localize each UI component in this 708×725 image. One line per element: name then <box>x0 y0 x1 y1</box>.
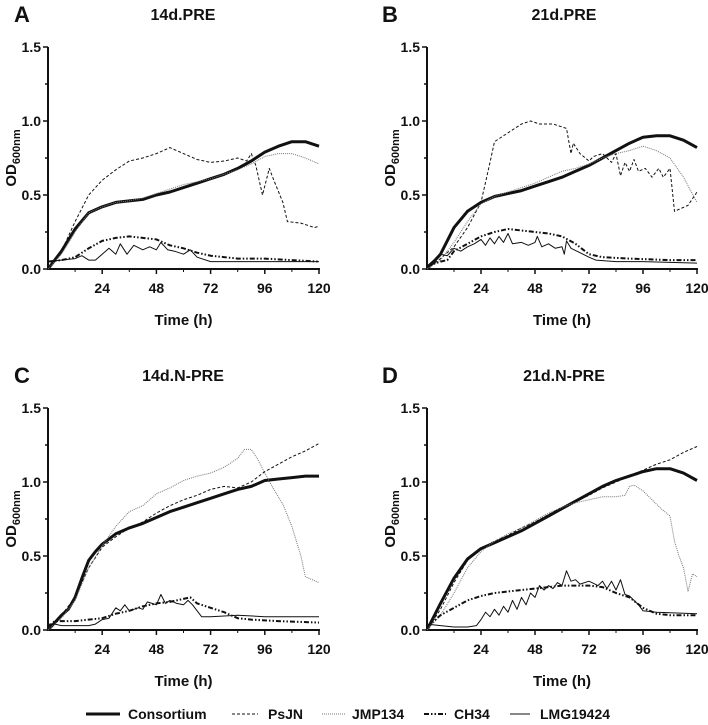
y-tick-label: 0.0 <box>401 622 421 638</box>
x-tick-label: 120 <box>685 641 708 657</box>
legend-label-jmp134: JMP134 <box>352 706 404 722</box>
series-line-consortium <box>46 474 319 632</box>
y-tick-label: 1.5 <box>22 39 42 55</box>
series-line-ch34 <box>47 235 320 263</box>
x-tick-label: 96 <box>257 280 273 296</box>
x-tick-label: 72 <box>581 641 597 657</box>
legend-label-psjn: PsJN <box>268 706 303 722</box>
x-tick-label: 48 <box>149 280 165 296</box>
x-tick-label: 24 <box>473 280 489 296</box>
panel-title: 21d.PRE <box>532 7 597 24</box>
x-axis-label: Time (h) <box>154 673 212 690</box>
series-line-ch34 <box>426 228 697 267</box>
series-line-lmg19424 <box>426 570 698 628</box>
series-line-psjn <box>47 147 320 270</box>
legend-label-ch34: CH34 <box>454 706 490 722</box>
panel-b: B 21d.PRE 0.0 0.5 1.0 1.5 24 48 72 96 120 Time (h) O… <box>382 2 708 329</box>
y-axis-label-subscript: 600nm <box>390 490 402 525</box>
series-line-jmp134 <box>426 145 698 270</box>
x-tick-label: 48 <box>527 280 543 296</box>
legend-label-consortium: Consortium <box>128 706 207 722</box>
y-axis-label-subscript: 600nm <box>11 129 23 164</box>
panel-title: 14d.N-PRE <box>142 368 224 385</box>
panel-c: C 14d.N-PRE 0.0 0.5 1.0 1.5 24 48 72 96 120 Time (h… <box>3 363 331 690</box>
x-tick-label: 96 <box>635 280 651 296</box>
series-line-consortium <box>425 467 698 631</box>
y-axis-label-subscript: 600nm <box>390 129 402 164</box>
y-tick-label: 1.5 <box>401 400 421 416</box>
panel-a: A 14d.PRE 0.0 0.5 1.0 1.5 24 48 72 96 120 Time (h) O… <box>3 2 331 329</box>
y-tick-label: 0.5 <box>22 548 42 564</box>
series-line-jmp134 <box>426 484 698 631</box>
y-tick-label: 1.0 <box>22 474 42 490</box>
panel-letter: D <box>382 363 398 388</box>
series-line-lmg19424 <box>426 233 698 267</box>
x-tick-label: 96 <box>635 641 651 657</box>
series-line-lmg19424 <box>47 241 319 263</box>
y-tick-label: 0.5 <box>22 187 42 203</box>
y-axis-label-main: OD <box>3 164 20 187</box>
y-tick-label: 1.5 <box>401 39 421 55</box>
x-tick-label: 48 <box>527 641 543 657</box>
panel-d: D 21d.N-PRE 0.0 0.5 1.0 1.5 24 48 72 96 120 Time (h… <box>382 363 708 690</box>
x-tick-label: 24 <box>94 641 110 657</box>
series-line-jmp134 <box>47 153 320 270</box>
series-line-psjn <box>426 446 698 631</box>
y-tick-label: 0.0 <box>22 622 42 638</box>
legend: Consortium PsJN JMP134 CH34 LMG19424 <box>86 706 610 722</box>
x-tick-label: 120 <box>685 280 708 296</box>
y-axis-label: OD600nm <box>3 129 23 187</box>
x-tick-label: 120 <box>307 280 331 296</box>
x-tick-label: 24 <box>94 280 110 296</box>
y-tick-label: 0.5 <box>401 187 421 203</box>
series-line-ch34 <box>426 584 697 628</box>
y-axis-label: OD600nm <box>382 490 402 548</box>
x-tick-label: 72 <box>203 641 219 657</box>
y-axis-label-subscript: 600nm <box>11 490 23 525</box>
y-tick-label: 0.0 <box>22 261 42 277</box>
x-axis-label: Time (h) <box>533 673 591 690</box>
panel-letter: C <box>14 363 30 388</box>
y-tick-label: 1.0 <box>401 113 421 129</box>
y-axis-label-main: OD <box>382 164 399 187</box>
y-axis-label-main: OD <box>382 525 399 548</box>
x-tick-label: 48 <box>149 641 165 657</box>
y-tick-label: 0.5 <box>401 548 421 564</box>
y-tick-label: 1.0 <box>22 113 42 129</box>
series-line-psjn <box>47 443 320 631</box>
series-line-lmg19424 <box>48 594 319 627</box>
series-line-ch34 <box>47 596 320 628</box>
y-tick-label: 1.5 <box>22 400 42 416</box>
series-line-jmp134 <box>47 448 320 631</box>
x-axis-label: Time (h) <box>154 312 212 329</box>
series-line-consortium <box>46 140 320 270</box>
y-axis-label: OD600nm <box>382 129 402 187</box>
y-axis-label: OD600nm <box>3 490 23 548</box>
x-tick-label: 72 <box>203 280 219 296</box>
y-tick-label: 1.0 <box>401 474 421 490</box>
panel-letter: B <box>382 2 398 27</box>
panel-letter: A <box>14 2 30 27</box>
x-tick-label: 24 <box>473 641 489 657</box>
panel-title: 14d.PRE <box>151 7 216 24</box>
series-line-consortium <box>425 134 698 271</box>
x-tick-label: 72 <box>581 280 597 296</box>
panel-title: 21d.N-PRE <box>523 368 605 385</box>
series-line-psjn <box>426 120 698 270</box>
y-axis-label-main: OD <box>3 525 20 548</box>
x-tick-label: 120 <box>307 641 331 657</box>
x-tick-label: 96 <box>257 641 273 657</box>
legend-label-lmg19424: LMG19424 <box>540 706 610 722</box>
x-axis-label: Time (h) <box>533 312 591 329</box>
y-tick-label: 0.0 <box>401 261 421 277</box>
